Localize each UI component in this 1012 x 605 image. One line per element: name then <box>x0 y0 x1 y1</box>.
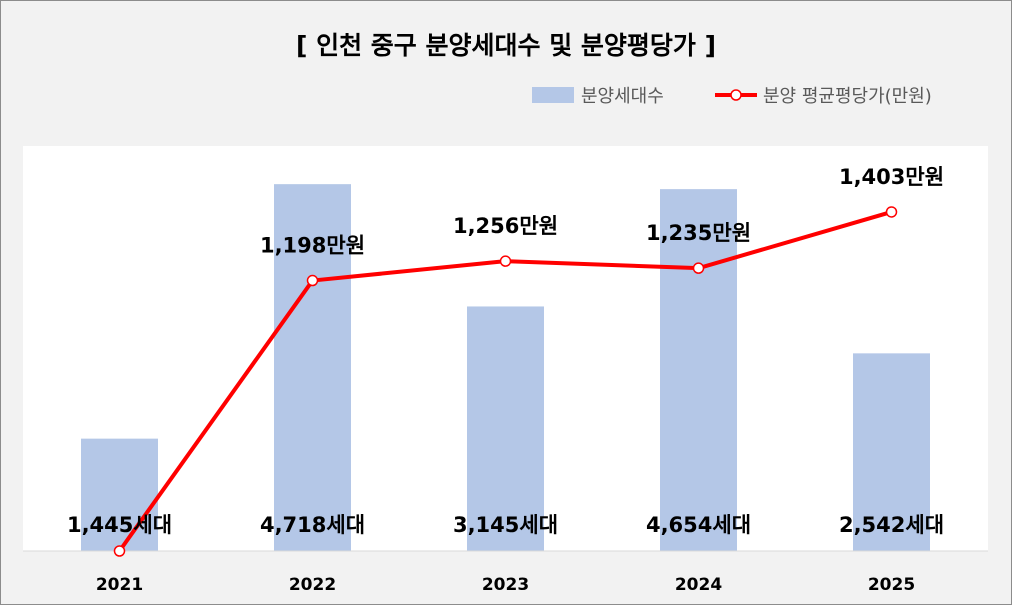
x-tick-2022: 2022 <box>289 575 336 595</box>
bar-label-2022: 4,718세대 <box>260 513 365 537</box>
bar-label-2025: 2,542세대 <box>839 513 944 537</box>
bar-2022 <box>274 184 351 551</box>
line-point-2023 <box>499 255 512 267</box>
line-label-2023: 1,256만원 <box>453 214 558 238</box>
bar-label-2023: 3,145세대 <box>453 513 558 537</box>
bar-series <box>81 184 930 552</box>
legend-bar-label: 분양세대수 <box>581 86 664 107</box>
legend-line-marker <box>730 89 742 101</box>
line-label-2024: 1,235만원 <box>646 221 751 245</box>
line-point-2024 <box>692 262 705 274</box>
bar-label-2021: 1,445세대 <box>67 513 172 537</box>
data-labels: 1,445세대 4,718세대 3,145세대 4,654세대 2,542세대 1,198… <box>67 165 944 537</box>
bar-2024 <box>660 189 737 552</box>
bar-2021 <box>81 438 158 551</box>
line-label-2025: 1,403만원 <box>839 165 944 189</box>
x-tick-2025: 2025 <box>868 575 915 595</box>
legend-line-label: 분양 평균평당가(만원) <box>763 86 932 107</box>
line-point-2022 <box>306 274 319 287</box>
legend: 분양세대수 분양 평균평당가(만원) <box>532 86 932 107</box>
bar-label-2024: 4,654세대 <box>646 513 751 537</box>
legend-bar-swatch <box>532 87 574 103</box>
line-series <box>113 206 898 557</box>
x-tick-2021: 2021 <box>96 575 143 595</box>
x-tick-2023: 2023 <box>482 575 529 595</box>
bar-2023 <box>467 306 544 551</box>
line-point-2025 <box>885 206 898 218</box>
line-label-2022: 1,198만원 <box>260 234 365 258</box>
line-point-2021 <box>113 545 126 557</box>
bar-2025 <box>853 353 930 551</box>
x-axis-ticks: 2021 2022 2023 2024 2025 <box>96 575 915 595</box>
x-tick-2024: 2024 <box>675 575 722 595</box>
chart-title: [ 인천 중구 분양세대수 및 분양평당가 ] <box>296 31 716 60</box>
